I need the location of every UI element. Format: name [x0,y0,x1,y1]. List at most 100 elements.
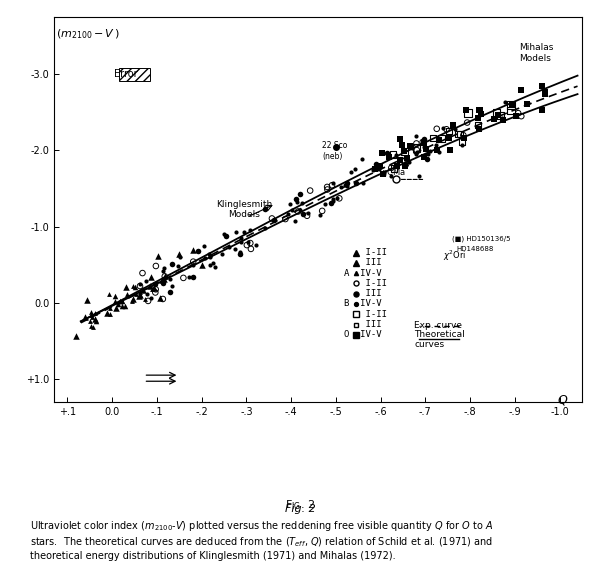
Point [328,178,338,187]
Point [136,290,145,300]
Point [412,147,421,156]
Point [522,99,532,108]
Point [457,137,467,146]
Point [292,197,302,207]
Point [159,263,169,273]
Point [451,125,460,134]
Point [112,303,121,312]
Point [242,241,251,250]
Point [298,210,308,219]
Point [290,216,300,226]
Text: $Q$: $Q$ [557,393,569,406]
Point [230,245,240,254]
Point [392,161,401,170]
Text: $\rm{F_{IG}}$. 2: $\rm{F_{IG}}$. 2 [285,498,315,512]
Point [175,250,184,259]
Point [419,152,429,161]
Point [86,307,95,316]
Point [302,211,312,220]
Point [251,240,260,249]
Point [158,266,167,276]
Point [421,144,431,153]
Point [188,245,197,254]
Point [422,154,432,164]
Point [474,105,484,114]
Point [320,199,330,208]
Point [379,169,388,179]
Point [395,156,404,165]
Point [400,162,409,171]
Point [137,269,147,278]
Point [418,137,428,146]
Point [342,182,352,191]
Point [188,261,198,270]
Point [473,121,482,130]
Point [224,242,233,251]
Point [517,111,526,121]
Point [281,215,290,224]
Point [412,144,421,153]
Point [269,215,278,224]
Point [304,209,313,218]
Point [383,149,392,158]
Point [459,134,469,143]
Point [166,287,175,296]
Point [287,205,297,214]
Point [217,250,227,259]
Point [328,197,338,206]
Point [188,257,198,266]
Point [403,153,412,162]
Point [291,195,301,204]
Point [88,312,97,321]
Text: Theoretical
curves: Theoretical curves [414,329,465,349]
Point [245,225,254,234]
Point [490,114,499,123]
Point [537,105,547,114]
Point [113,300,122,309]
Point [476,106,485,115]
Point [412,139,421,148]
Point [221,231,230,241]
Point [298,199,307,208]
Point [151,261,161,270]
Text: $\eta$CMa: $\eta$CMa [380,166,406,179]
Point [165,274,175,284]
Text: A  IV-V: A IV-V [344,269,381,278]
Point [386,171,395,180]
Point [236,237,246,246]
Point [461,106,470,115]
Point [400,147,409,156]
Point [411,149,421,158]
Point [371,159,380,168]
Point [175,253,185,262]
Point [236,250,245,259]
Point [375,161,385,170]
Point [537,81,547,90]
Point [159,274,169,284]
Text: B  IV-V: B IV-V [344,300,381,308]
Point [134,291,144,300]
Point [158,278,167,288]
Point [434,148,444,157]
Point [211,262,220,271]
Point [473,113,482,122]
Point [335,194,344,203]
Point [267,214,277,223]
Point [386,163,396,172]
Point [433,145,442,154]
Point [118,301,127,311]
Point [83,296,92,305]
Point [497,113,507,122]
Point [200,254,210,263]
Point [110,292,119,301]
Bar [119,68,150,81]
Point [157,275,166,284]
Point [145,281,155,290]
Point [199,242,209,251]
Point [332,193,341,203]
Point [235,247,245,257]
Point [442,125,451,134]
Point [151,288,160,297]
Point [350,164,359,173]
Point [71,332,81,341]
